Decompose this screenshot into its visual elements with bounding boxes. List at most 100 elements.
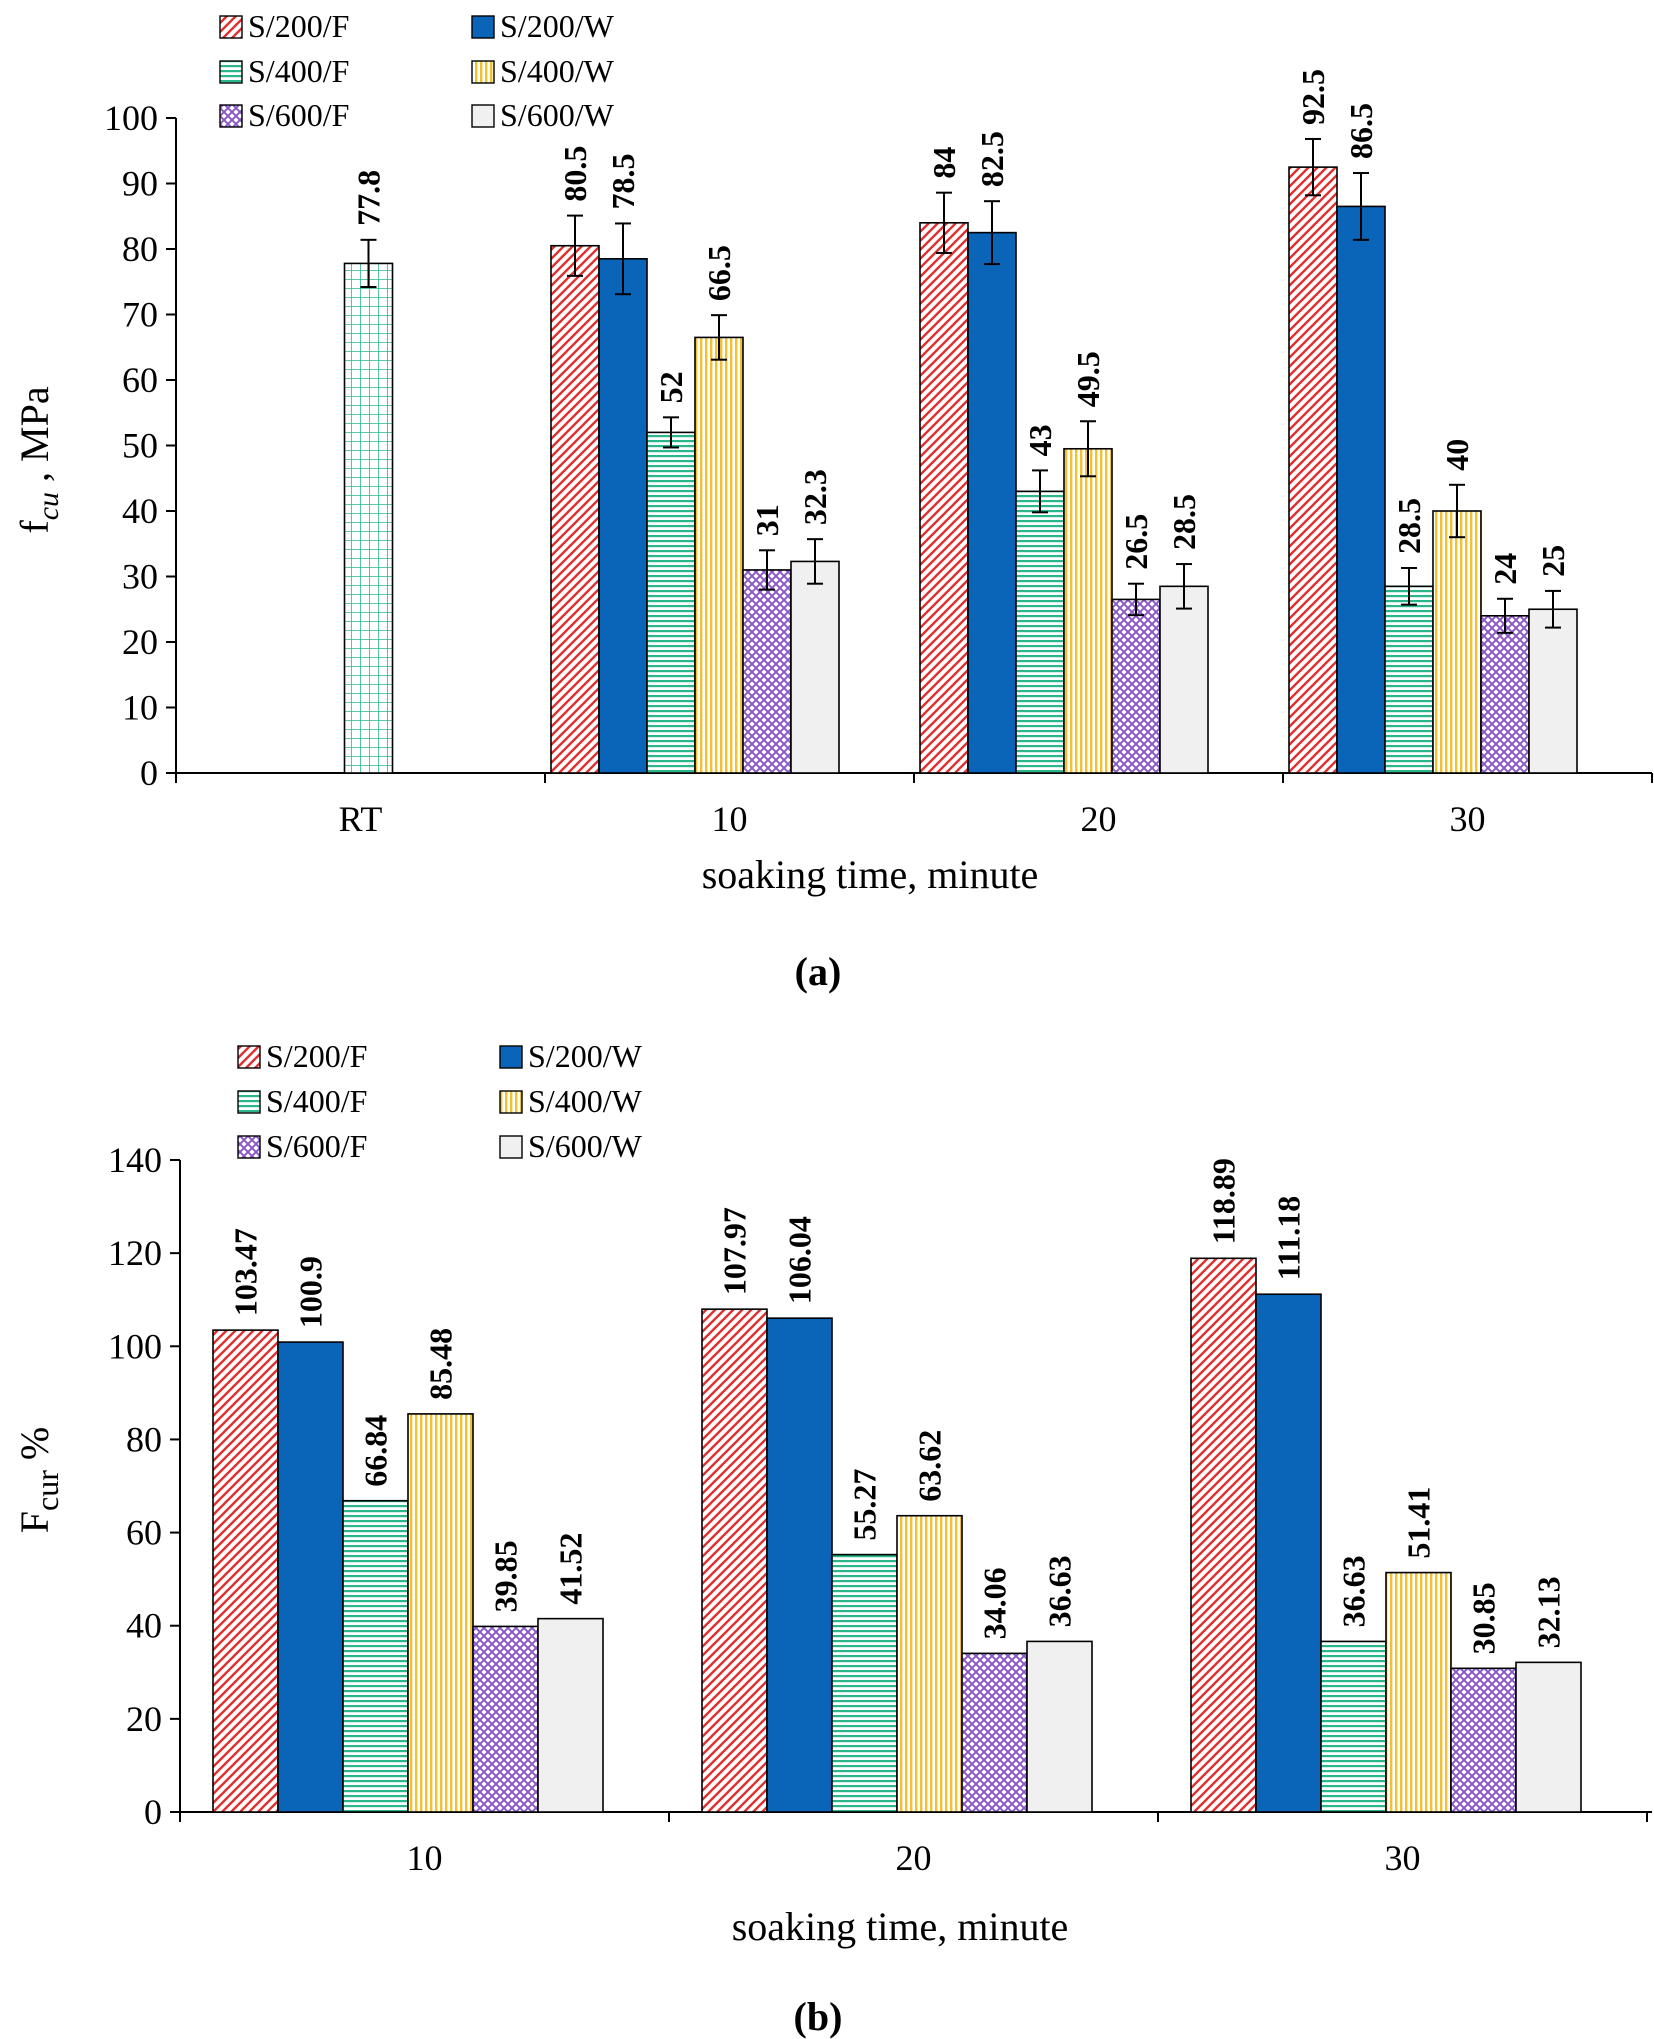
panel-a-bar-rt-value-label: 77.8 <box>351 170 387 226</box>
panel-a-bar-s-400-w-10-value-label: 66.5 <box>701 245 737 301</box>
panel-a-y-tick-label: 50 <box>122 426 158 466</box>
panel-b-bar-s-200-f-20 <box>701 1308 768 1813</box>
panel-a-legend-label-s-200-w: S/200/W <box>500 8 615 44</box>
panel-a-x-tick-label: 30 <box>1450 799 1486 839</box>
panel-b-bar-s-600-w-30 <box>1515 1661 1582 1813</box>
panel-a: fcu , MPa soaking time, minute (a) <box>12 386 1038 994</box>
panel-b-bar-s-400-w-10-value-label: 85.48 <box>423 1328 459 1400</box>
panel-a-legend-label-s-600-w: S/600/W <box>500 97 615 133</box>
panel-b-legend-label-s-400-w: S/400/W <box>528 1083 643 1119</box>
panel-b-y-tick-label: 60 <box>126 1513 162 1553</box>
panel-b-bar-s-400-f-20 <box>831 1553 898 1813</box>
panel-a-y-tick-label: 30 <box>122 557 158 597</box>
panel-b-y-label-rest: % <box>12 1427 57 1470</box>
panel-b-bar-s-400-w-20 <box>896 1514 963 1813</box>
panel-b-legend-label-s-200-w: S/200/W <box>528 1038 643 1074</box>
panel-b-legend-swatch-s-400-f <box>237 1090 261 1114</box>
panel-b-legend-label-s-600-w: S/600/W <box>528 1128 643 1164</box>
panel-b-bar-s-200-w-30-value-label: 111.18 <box>1271 1196 1307 1280</box>
panel-a-caption: (a) <box>795 949 842 994</box>
panel-b-bar-s-200-f-30 <box>1190 1257 1257 1813</box>
panel-b-x-tick-label: 30 <box>1385 1838 1421 1878</box>
panel-b-legend-swatch-s-200-f <box>237 1045 261 1069</box>
panel-a-bar-s-400-w-20-value-label: 49.5 <box>1070 351 1106 407</box>
panel-a-y-tick-label: 80 <box>122 229 158 269</box>
panel-b-x-axis-label: soaking time, minute <box>732 1904 1069 1949</box>
panel-a-bar-s-400-f-10 <box>646 431 696 774</box>
panel-a-bar-s-400-w-20 <box>1063 447 1113 774</box>
panel-a-bar-s-400-w-10 <box>694 336 744 774</box>
panel-a-bar-s-200-w-20 <box>967 231 1017 774</box>
panel-a-legend-label-s-600-f: S/600/F <box>248 97 349 133</box>
panel-b-y-label-sub: cur <box>29 1470 65 1511</box>
panel-a-bar-s-400-f-30 <box>1384 585 1434 774</box>
panel-a-bar-s-600-f-20 <box>1111 598 1161 774</box>
panel-b-bar-s-200-w-20-value-label: 106.04 <box>782 1216 818 1304</box>
panel-a-x-tick-label: 20 <box>1081 799 1117 839</box>
panel-a-bar-s-200-w-20-value-label: 82.5 <box>974 131 1010 187</box>
panel-a-legend-swatch-s-400-f <box>219 60 243 84</box>
panel-b-legend-swatch-s-400-w <box>499 1090 523 1114</box>
panel-b-y-tick-label: 20 <box>126 1699 162 1739</box>
panel-b-y-axis-label: Fcur % <box>12 1427 65 1533</box>
panel-a-legend-swatch-s-200-f <box>219 15 243 39</box>
panel-b-bar-s-200-w-10 <box>277 1341 344 1813</box>
panel-b-y-tick-label: 140 <box>108 1140 162 1180</box>
panel-a-legend-label-s-200-f: S/200/F <box>248 8 349 44</box>
panel-b-bar-s-200-w-30 <box>1255 1293 1322 1813</box>
panel-b-bar-s-600-w-30-value-label: 32.13 <box>1531 1576 1567 1648</box>
panel-a-bar-s-600-f-20-value-label: 26.5 <box>1118 514 1154 570</box>
panel-a-bar-s-200-w-10-value-label: 78.5 <box>605 153 641 209</box>
panel-a-y-tick-label: 10 <box>122 688 158 728</box>
panel-b-y-tick-label: 100 <box>108 1326 162 1366</box>
panel-b-bar-s-600-f-30-value-label: 30.85 <box>1466 1582 1502 1654</box>
panel-a-bar-s-400-f-20-value-label: 43 <box>1022 424 1058 456</box>
panel-a-y-tick-label: 90 <box>122 164 158 204</box>
panel-b-y-tick-label: 120 <box>108 1233 162 1273</box>
panel-b-y-tick-label: 40 <box>126 1606 162 1646</box>
panel-b-legend-swatch-s-600-w <box>499 1135 523 1159</box>
panel-a-x-tick-label: 10 <box>712 799 748 839</box>
panel-b-bar-s-400-w-10 <box>407 1413 474 1813</box>
panel-a-y-label-main: f <box>12 520 57 534</box>
panel-b-x-tick-label: 10 <box>407 1838 443 1878</box>
panel-b-bar-s-600-w-10-value-label: 41.52 <box>553 1533 589 1605</box>
panel-b-bar-s-400-w-30 <box>1385 1571 1452 1813</box>
panel-a-legend-label-s-400-f: S/400/F <box>248 53 349 89</box>
panel-a-y-tick-label: 100 <box>104 98 158 138</box>
panel-a-y-axis-label: fcu , MPa <box>12 386 65 533</box>
panel-b-bar-s-200-f-20-value-label: 107.97 <box>717 1207 753 1295</box>
panel-b-legend-label-s-200-f: S/200/F <box>266 1038 367 1074</box>
panel-b-bar-s-200-f-10 <box>212 1329 279 1813</box>
panel-b-legend-label-s-400-f: S/400/F <box>266 1083 367 1119</box>
panel-a-bar-s-400-w-30 <box>1432 510 1482 774</box>
panel-b-bar-s-400-w-20-value-label: 63.62 <box>912 1430 948 1502</box>
panel-a-bar-s-600-w-10 <box>790 560 840 774</box>
panel-b-bar-s-600-f-10-value-label: 39.85 <box>488 1540 524 1612</box>
panel-a-x-tick-label: RT <box>339 799 383 839</box>
panel-a-bar-s-400-f-20 <box>1015 490 1065 774</box>
panel-b-caption: (b) <box>794 1994 843 2039</box>
panel-b-bar-s-200-f-30-value-label: 118.89 <box>1206 1158 1242 1244</box>
panel-b-y-tick-label: 80 <box>126 1419 162 1459</box>
panel-a-y-tick-label: 0 <box>140 753 158 793</box>
panel-b-bar-s-600-w-10 <box>537 1617 604 1813</box>
panel-a-bar-s-400-f-10-value-label: 52 <box>653 371 689 403</box>
panel-a-bar-s-600-f-10 <box>742 569 792 774</box>
panel-a-bar-s-200-f-10-value-label: 80.5 <box>557 146 593 202</box>
panel-a-bar-s-600-w-20 <box>1159 585 1209 774</box>
panel-a-bar-s-200-f-20-value-label: 84 <box>926 147 962 179</box>
panel-b-x-tick-label: 20 <box>896 1838 932 1878</box>
panel-a-legend-swatch-s-200-w <box>471 15 495 39</box>
panel-a-legend-swatch-s-400-w <box>471 60 495 84</box>
panel-a-bar-s-200-f-30 <box>1288 166 1338 774</box>
panel-b-bar-s-600-f-20 <box>961 1652 1028 1813</box>
panel-b-bar-s-200-w-10-value-label: 100.9 <box>293 1256 329 1328</box>
panel-a-legend-swatch-s-600-f <box>219 104 243 128</box>
panel-b-bar-s-400-f-20-value-label: 55.27 <box>847 1469 883 1541</box>
panel-b-bar-s-400-w-30-value-label: 51.41 <box>1401 1487 1437 1559</box>
panel-b-bar-s-200-w-20 <box>766 1317 833 1813</box>
panel-b-legend-swatch-s-600-f <box>237 1135 261 1159</box>
